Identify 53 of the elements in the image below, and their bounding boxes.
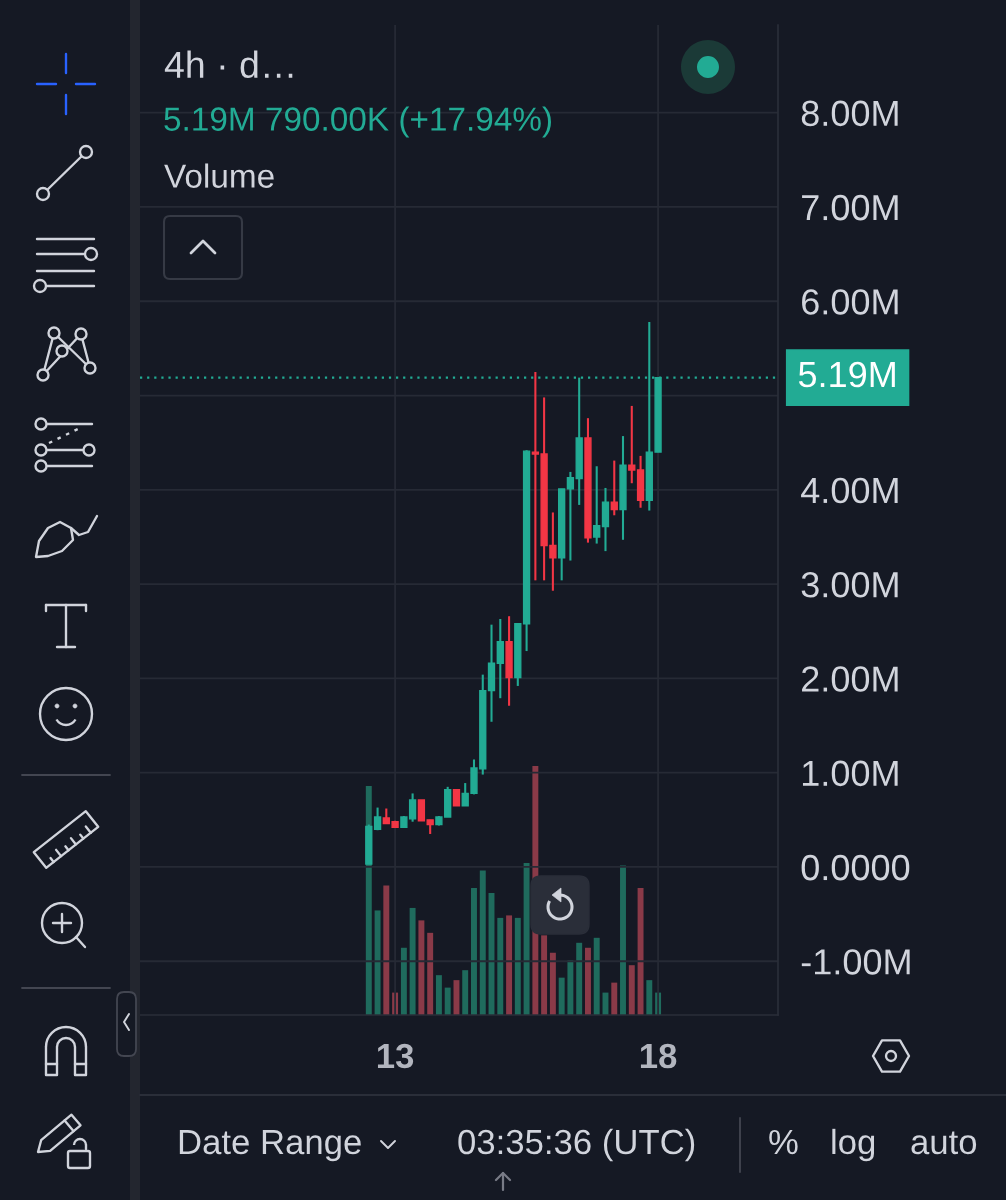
y-tick-label: 3.00M — [801, 571, 898, 598]
bar — [471, 888, 477, 1015]
candlestick — [610, 459, 618, 517]
text: 5.19M 790.00K (+17.94%) — [164, 106, 551, 138]
y-tick-label: 4.00M — [801, 477, 898, 504]
bar — [637, 888, 644, 1015]
bar — [541, 935, 548, 1015]
y-tick-label: 8.00M — [801, 100, 898, 127]
candlestick — [496, 617, 504, 700]
bar — [497, 917, 504, 1015]
bar — [549, 952, 556, 1015]
bar — [506, 915, 513, 1015]
bar — [374, 910, 381, 1015]
x-tick-label: 18 — [640, 1043, 677, 1069]
y-tick-label: 6.00M — [802, 289, 898, 315]
bar — [479, 870, 486, 1015]
bar — [418, 920, 425, 1015]
text: 03:35:36 (UTC) — [458, 1128, 695, 1162]
text: auto — [911, 1131, 977, 1155]
bar — [514, 917, 521, 1015]
bar — [400, 947, 407, 1015]
bar — [409, 907, 416, 1015]
candlestick — [628, 404, 636, 485]
x-tick-label: 13 — [377, 1043, 414, 1069]
y-tick-label: 7.00M — [802, 194, 898, 221]
bar — [444, 987, 451, 1015]
candlestick — [566, 470, 575, 562]
bar — [558, 977, 565, 1015]
bar — [462, 970, 469, 1015]
text: log — [832, 1128, 875, 1162]
bar — [585, 947, 591, 1015]
bar — [646, 980, 653, 1015]
chart-title: Volume — [164, 163, 274, 188]
bar — [435, 975, 442, 1015]
bar — [427, 932, 434, 1015]
text: Date Range — [179, 1130, 361, 1162]
bar — [628, 965, 635, 1015]
y-tick-label: 2.00M — [802, 666, 898, 692]
bar — [567, 960, 574, 1015]
y-tick-label: 0.0000 — [801, 854, 910, 881]
text: 4h · d… — [164, 50, 293, 79]
text: % — [769, 1129, 798, 1155]
ref-line-label: 5.19M — [798, 361, 895, 388]
y-tick-label: 1.00M — [802, 760, 898, 787]
y-tick-label: -1.00M — [801, 949, 910, 975]
bar — [593, 937, 600, 1015]
candlestick — [593, 465, 601, 545]
bar — [523, 863, 530, 1015]
candlestick — [417, 799, 426, 822]
bar — [620, 865, 626, 1015]
bar — [383, 885, 390, 1015]
bar — [611, 982, 618, 1015]
bar — [576, 942, 583, 1015]
